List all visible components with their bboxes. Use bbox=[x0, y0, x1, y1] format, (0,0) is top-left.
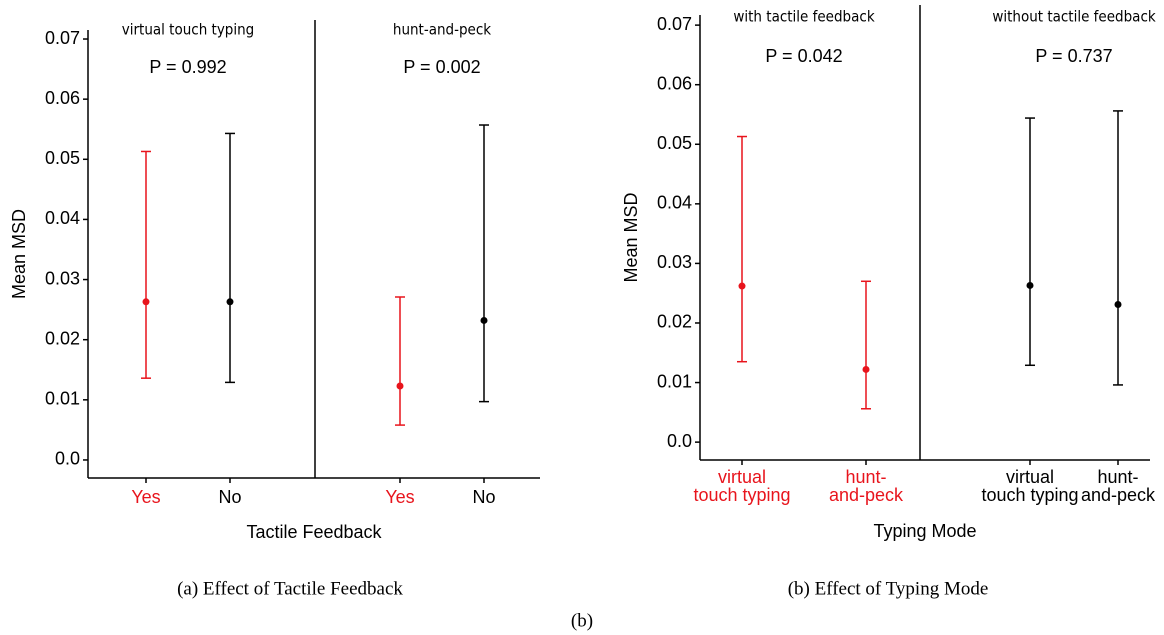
x-tick-label: Yes bbox=[385, 487, 414, 507]
x-tick-label: virtual touch typing bbox=[981, 467, 1078, 505]
p-value: P = 0.737 bbox=[1035, 46, 1112, 66]
y-tick-label: 0.05 bbox=[45, 148, 80, 168]
group-name: virtual touch typing bbox=[122, 21, 255, 39]
caption: (b) Effect of Typing Mode bbox=[788, 578, 989, 599]
y-tick-label: 0.0 bbox=[55, 449, 80, 469]
y-tick-label: 0.02 bbox=[657, 312, 692, 332]
x-tick-label-line: and-peck bbox=[829, 485, 904, 505]
mean-point bbox=[738, 282, 746, 290]
x-tick-label-line: hunt- bbox=[845, 467, 886, 487]
group-name: with tactile feedback bbox=[733, 8, 874, 26]
y-axis-label: Mean MSD bbox=[621, 192, 641, 282]
x-tick-label-line: touch typing bbox=[693, 485, 790, 505]
y-tick-label: 0.03 bbox=[45, 268, 80, 288]
group-name: hunt-and-peck bbox=[393, 21, 491, 39]
x-tick-label: hunt-and-peck bbox=[1081, 467, 1156, 505]
mean-point bbox=[396, 382, 404, 390]
x-tick-label: hunt-and-peck bbox=[829, 467, 904, 505]
x-tick-label-line: Yes bbox=[385, 487, 414, 507]
mean-point bbox=[480, 316, 488, 324]
mean-point bbox=[1026, 281, 1034, 289]
p-value: P = 0.042 bbox=[765, 46, 842, 66]
x-tick-label: virtual touch typing bbox=[693, 467, 790, 505]
y-tick-label: 0.05 bbox=[657, 133, 692, 153]
x-tick-label-line: virtual bbox=[718, 467, 766, 487]
x-tick-label: No bbox=[218, 487, 241, 507]
x-tick-label-line: No bbox=[472, 487, 495, 507]
x-tick-label-line: No bbox=[218, 487, 241, 507]
mean-point bbox=[226, 298, 234, 306]
caption: (b) bbox=[571, 610, 593, 631]
mean-point bbox=[1114, 301, 1122, 309]
y-axis-label: Mean MSD bbox=[9, 209, 29, 299]
p-value: P = 0.002 bbox=[403, 57, 480, 77]
x-tick-label: Yes bbox=[131, 487, 160, 507]
y-tick-label: 0.01 bbox=[657, 371, 692, 391]
y-tick-label: 0.06 bbox=[45, 88, 80, 108]
x-axis-label: Typing Mode bbox=[873, 521, 976, 541]
y-tick-label: 0.02 bbox=[45, 328, 80, 348]
x-tick-label-line: hunt- bbox=[1097, 467, 1138, 487]
mean-point bbox=[142, 298, 150, 306]
x-tick-label: No bbox=[472, 487, 495, 507]
x-tick-label-line: Yes bbox=[131, 487, 160, 507]
x-tick-label-line: and-peck bbox=[1081, 485, 1156, 505]
y-tick-label: 0.06 bbox=[657, 73, 692, 93]
y-tick-label: 0.03 bbox=[657, 252, 692, 272]
y-tick-label: 0.04 bbox=[657, 193, 692, 213]
p-value: P = 0.992 bbox=[149, 57, 226, 77]
group-name: without tactile feedback bbox=[992, 8, 1156, 26]
mean-point bbox=[862, 365, 870, 373]
y-tick-label: 0.01 bbox=[45, 389, 80, 409]
x-axis-label: Tactile Feedback bbox=[246, 522, 382, 542]
y-tick-label: 0.04 bbox=[45, 208, 80, 228]
y-tick-label: 0.07 bbox=[657, 14, 692, 34]
y-tick-label: 0.0 bbox=[667, 431, 692, 451]
caption: (a) Effect of Tactile Feedback bbox=[177, 578, 403, 599]
y-tick-label: 0.07 bbox=[45, 28, 80, 48]
x-tick-label-line: virtual bbox=[1006, 467, 1054, 487]
x-tick-label-line: touch typing bbox=[981, 485, 1078, 505]
